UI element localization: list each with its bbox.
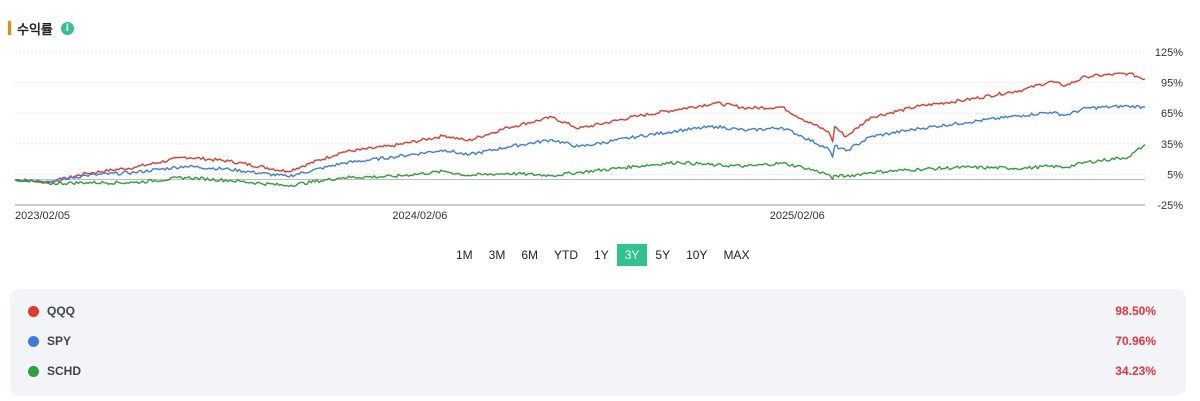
legend-dot-icon [28, 336, 39, 347]
returns-line-chart: 125% 95% 65% 35% 5% -25% 2023/02/05 2024/02/06 2… [14, 47, 1183, 222]
range-button-1m[interactable]: 1M [456, 248, 473, 262]
range-button-5y[interactable]: 5Y [655, 248, 671, 262]
info-icon[interactable]: i [60, 21, 74, 35]
section-header: 수익률 i [8, 18, 74, 38]
y-tick-label: -25% [1157, 200, 1183, 212]
legend-return-value: 34.23% [1115, 364, 1156, 378]
accent-bar [8, 21, 11, 35]
x-tick-label: 2023/02/05 [15, 210, 70, 222]
range-button-1y[interactable]: 1Y [594, 248, 609, 262]
y-tick-label: 95% [1161, 78, 1183, 90]
y-tick-label: 5% [1167, 169, 1183, 181]
series-line-spy [14, 104, 1146, 184]
legend-return-value: 70.96% [1115, 334, 1156, 348]
range-selector: 1M 3M 6M YTD 1Y 3Y 5Y 10Y MAX [448, 244, 757, 266]
legend-name: QQQ [47, 304, 76, 318]
range-button-3m[interactable]: 3M [488, 248, 506, 262]
y-tick-label: 65% [1161, 108, 1183, 120]
legend-panel: QQQ 98.50% SPY 70.96% SCHD 34.23% [10, 289, 1186, 396]
series-line-schd [14, 144, 1146, 188]
legend-row-schd: SCHD 34.23% [10, 362, 1186, 382]
legend-name: SPY [47, 334, 72, 348]
legend-return-value: 98.50% [1115, 304, 1156, 318]
y-tick-label: 125% [1155, 47, 1183, 59]
range-button-max[interactable]: MAX [723, 248, 750, 262]
x-tick-label: 2025/02/06 [770, 210, 825, 222]
legend-row-spy: SPY 70.96% [10, 332, 1186, 352]
legend-dot-icon [28, 366, 39, 377]
legend-name: SCHD [47, 364, 82, 378]
range-button-6m[interactable]: 6M [521, 248, 539, 262]
range-button-10y[interactable]: 10Y [686, 248, 708, 262]
legend-row-qqq: QQQ 98.50% [10, 302, 1186, 322]
x-tick-label: 2024/02/06 [392, 210, 447, 222]
section-title: 수익률 [17, 21, 53, 37]
range-button-ytd[interactable]: YTD [554, 248, 579, 262]
series-line-qqq [14, 72, 1146, 185]
range-button-3y[interactable]: 3Y [616, 244, 648, 266]
legend-dot-icon [28, 306, 39, 317]
y-tick-label: 35% [1161, 139, 1183, 151]
